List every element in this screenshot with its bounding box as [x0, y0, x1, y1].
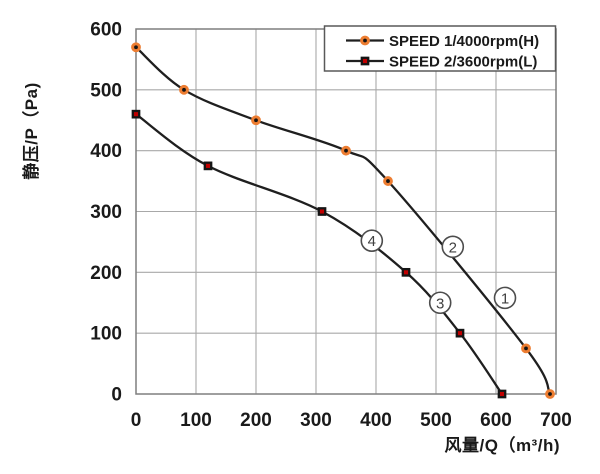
y-axis-tick-label: 600	[90, 20, 122, 41]
annotation-circle	[441, 235, 465, 259]
annotation-circle	[428, 291, 452, 315]
x-axis-tick-label: 700	[540, 410, 572, 431]
y-axis-tick-label: 500	[90, 80, 122, 101]
series-marker-square	[131, 109, 141, 119]
annotation-number: 1	[501, 290, 509, 307]
x-axis-tick-label: 500	[420, 410, 452, 431]
x-axis-tick-label: 200	[240, 410, 272, 431]
annotation-circle	[493, 286, 517, 310]
legend-label: SPEED 2/3600rpm(L)	[389, 54, 537, 71]
annotation-circle	[360, 229, 384, 252]
series-marker-circle	[131, 42, 141, 53]
series-marker-circle	[251, 115, 261, 126]
series-marker-square	[317, 207, 327, 216]
x-axis-tick-label: 300	[300, 410, 332, 431]
y-axis-tick-label: 400	[90, 141, 122, 162]
x-axis-tick-label: 0	[131, 410, 142, 431]
series-marker-circle	[383, 176, 393, 186]
y-axis-tick-label: 0	[111, 385, 122, 406]
y-axis-tick-label: 200	[90, 263, 122, 284]
series-marker-square	[203, 161, 213, 171]
y-axis-tick-label: 300	[90, 202, 122, 223]
annotation-number: 3	[436, 295, 444, 312]
series-marker-square	[455, 328, 465, 338]
series-marker-square	[360, 56, 370, 66]
x-axis-tick-label: 400	[360, 410, 392, 431]
annotation-number: 2	[449, 239, 457, 256]
annotation-number: 4	[368, 233, 376, 250]
series-marker-circle	[341, 145, 351, 156]
y-axis-tick-label: 100	[90, 324, 122, 345]
series-marker-square	[497, 389, 507, 399]
series-marker-circle	[521, 343, 531, 354]
x-axis-tick-label: 100	[180, 410, 212, 431]
x-axis-tick-label: 600	[480, 410, 512, 431]
series-marker-circle	[179, 84, 189, 95]
series-marker-circle	[545, 389, 555, 399]
y-axis-title: 静压/P（Pa)	[22, 82, 41, 180]
series-marker-circle	[360, 35, 370, 46]
legend-label: SPEED 1/4000rpm(H)	[389, 33, 539, 50]
x-axis-title: 风量/Q（m³/h)	[444, 436, 560, 455]
series-line	[135, 46, 552, 395]
series-marker-square	[401, 267, 411, 277]
